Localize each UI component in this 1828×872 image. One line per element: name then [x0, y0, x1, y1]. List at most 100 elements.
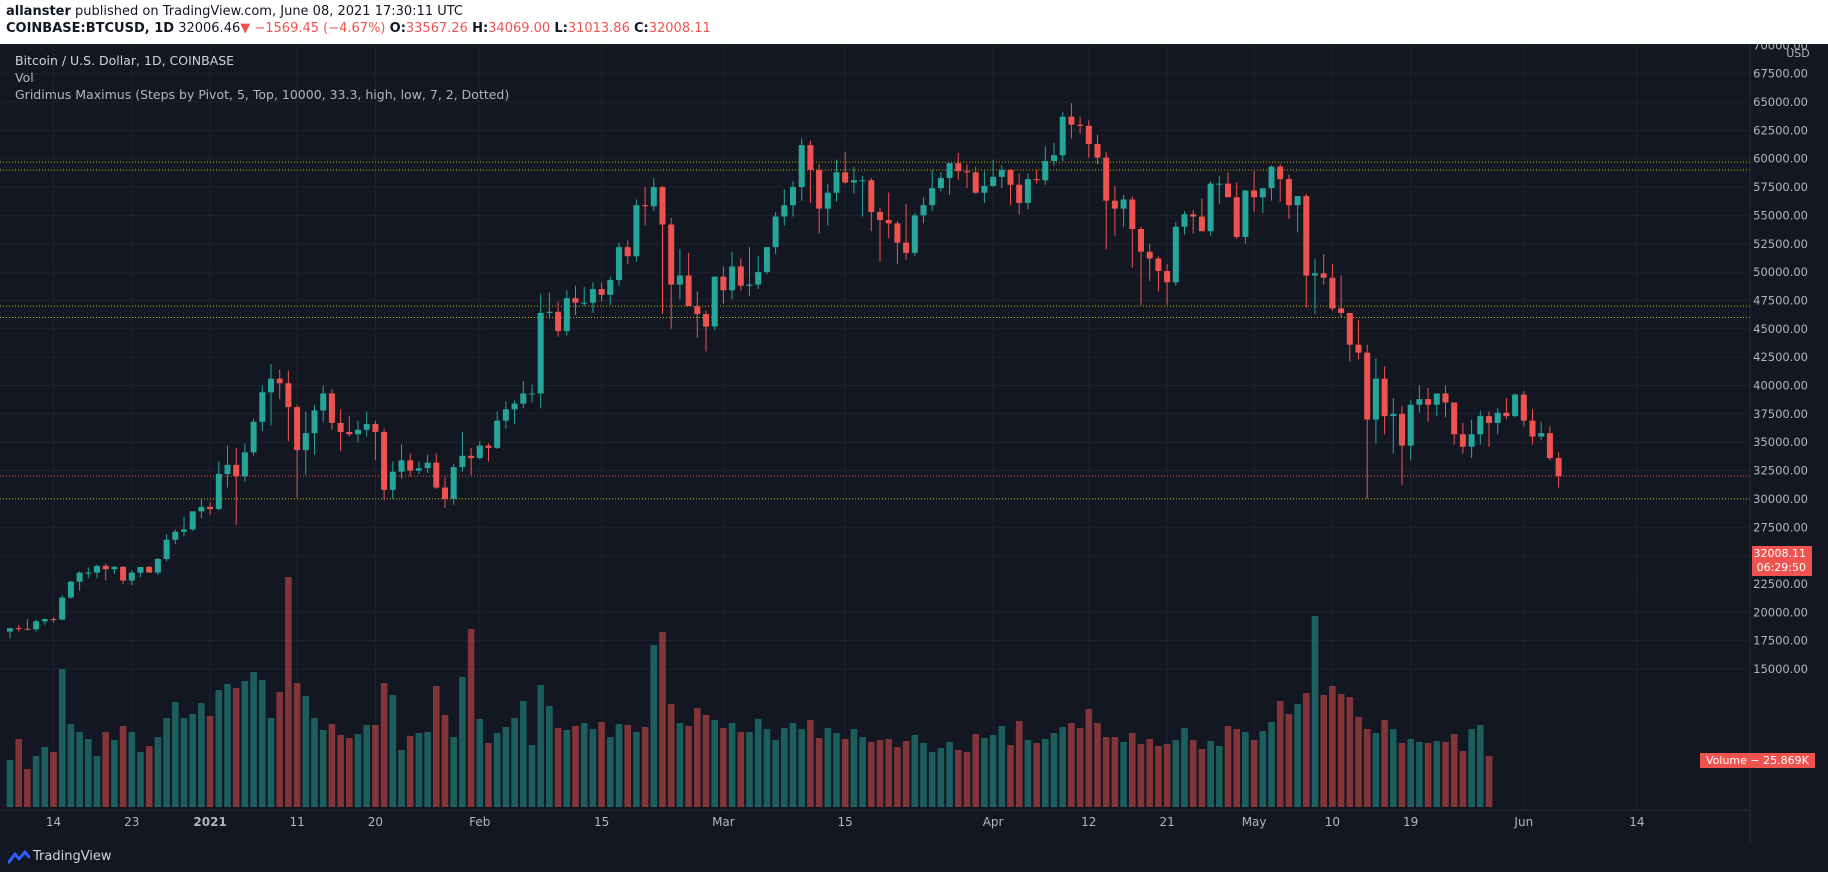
- candle-body: [920, 205, 927, 216]
- candle-body: [694, 306, 701, 315]
- volume-bar: [241, 681, 249, 807]
- volume-bar: [259, 680, 266, 807]
- volume-bar: [824, 728, 832, 807]
- time-tick-label: Mar: [712, 815, 735, 829]
- candle-body: [372, 424, 379, 432]
- candle-body: [415, 468, 422, 471]
- time-tick-label: Feb: [469, 815, 490, 829]
- volume-bar: [1250, 740, 1258, 807]
- candle-body: [1207, 183, 1214, 232]
- price-tick-label: 62500.00: [1753, 123, 1808, 137]
- volume-bar: [1468, 729, 1475, 807]
- volume-bar: [702, 715, 710, 807]
- high-value: 34069.00: [488, 21, 551, 36]
- candle-body: [207, 506, 214, 510]
- candle-body: [198, 506, 205, 512]
- candle-body: [233, 464, 240, 477]
- volume-bar: [1181, 728, 1188, 807]
- price-tick-label: 22500.00: [1753, 577, 1808, 591]
- time-tick-label: 11: [289, 815, 304, 829]
- volume-bar: [389, 695, 397, 807]
- candle-body: [1103, 157, 1110, 201]
- candle-body: [1120, 199, 1127, 209]
- time-tick-label: 2021: [193, 815, 226, 829]
- volume-bar: [554, 728, 562, 807]
- candle-body: [1451, 402, 1458, 435]
- volume-bar: [285, 577, 292, 807]
- candle-body: [1355, 344, 1362, 353]
- volume-bar: [1233, 729, 1240, 807]
- candle-body: [650, 187, 657, 207]
- volume-bar: [1363, 729, 1371, 807]
- candle-body: [607, 280, 614, 295]
- volume-bar: [502, 727, 510, 807]
- volume-bar: [406, 736, 414, 807]
- candle-body: [1259, 188, 1266, 198]
- time-tick-label: 14: [46, 815, 61, 829]
- publish-header: allanster published on TradingView.com, …: [0, 0, 1828, 44]
- price-change: −1569.45 (−4.67%): [254, 21, 386, 36]
- volume-bar: [981, 738, 988, 807]
- candle-body: [50, 619, 57, 621]
- price-tick-label: 57500.00: [1753, 180, 1808, 194]
- candle-body: [1425, 399, 1432, 405]
- volume-bar: [1381, 720, 1388, 807]
- candles: [7, 103, 1562, 639]
- price-chart[interactable]: 15000.0017500.0020000.0022500.0025000.00…: [0, 44, 1828, 844]
- candle-body: [955, 163, 962, 172]
- volume-bar: [137, 752, 144, 807]
- candle-body: [241, 452, 248, 477]
- volume-bar: [154, 737, 162, 807]
- low-label: L:: [554, 21, 568, 36]
- volume-bar: [354, 734, 362, 807]
- volume-bar: [659, 632, 666, 807]
- volume-bar: [511, 718, 518, 807]
- price-tick-label: 37500.00: [1753, 407, 1808, 421]
- candle-body: [1059, 116, 1066, 156]
- volume-bar: [1129, 733, 1136, 807]
- legend-indicator[interactable]: Gridimus Maximus (Steps by Pivot, 5, Top…: [15, 87, 510, 102]
- candle-body: [1503, 412, 1510, 417]
- volume-bar: [346, 738, 353, 807]
- volume-bar: [946, 742, 953, 807]
- volume-bar: [850, 729, 858, 807]
- volume-bar: [876, 740, 884, 807]
- author-name[interactable]: allanster: [6, 4, 71, 19]
- symbol-label: COINBASE:BTCUSD, 1D: [6, 21, 175, 36]
- volume-bar: [372, 725, 379, 807]
- candle-body: [633, 205, 640, 257]
- candle-body: [128, 572, 135, 581]
- candle-body: [1068, 116, 1075, 125]
- tradingview-logo-icon[interactable]: [8, 850, 30, 864]
- candle-body: [763, 247, 770, 273]
- publisher-line: allanster published on TradingView.com, …: [6, 4, 463, 19]
- volume-bar: [563, 730, 571, 807]
- candle-body: [1416, 399, 1423, 405]
- legend-volume[interactable]: Vol: [15, 70, 34, 85]
- candle-body: [468, 455, 475, 459]
- candle-body: [842, 172, 849, 183]
- candle-body: [642, 205, 649, 207]
- candle-body: [1407, 404, 1414, 446]
- candle-body: [1190, 214, 1197, 217]
- volume-bar: [1050, 733, 1058, 807]
- candle-body: [1225, 183, 1231, 198]
- candle-body: [7, 628, 13, 632]
- candle-body: [1146, 251, 1153, 259]
- volume-bar: [1433, 741, 1441, 807]
- volume-bar: [815, 738, 823, 807]
- volume-bar: [955, 750, 962, 807]
- tradingview-brand[interactable]: TradingView: [33, 849, 112, 864]
- legend-title[interactable]: Bitcoin / U.S. Dollar, 1D, COINBASE: [15, 53, 235, 68]
- volume-bar: [441, 715, 449, 807]
- volume-bar: [50, 752, 57, 807]
- time-axis[interactable]: 14 23 2021 11 20 Feb 15 Mar 15 Apr 12 21 May 10 19 Jun 1…: [46, 815, 1645, 829]
- candle-body: [1251, 190, 1258, 198]
- volume-bar: [163, 718, 170, 807]
- candle-body: [711, 276, 718, 327]
- volume-bar: [1094, 723, 1101, 807]
- candle-body: [259, 392, 266, 422]
- candle-body: [755, 272, 762, 285]
- candle-body: [981, 185, 988, 193]
- candle-body: [215, 473, 222, 510]
